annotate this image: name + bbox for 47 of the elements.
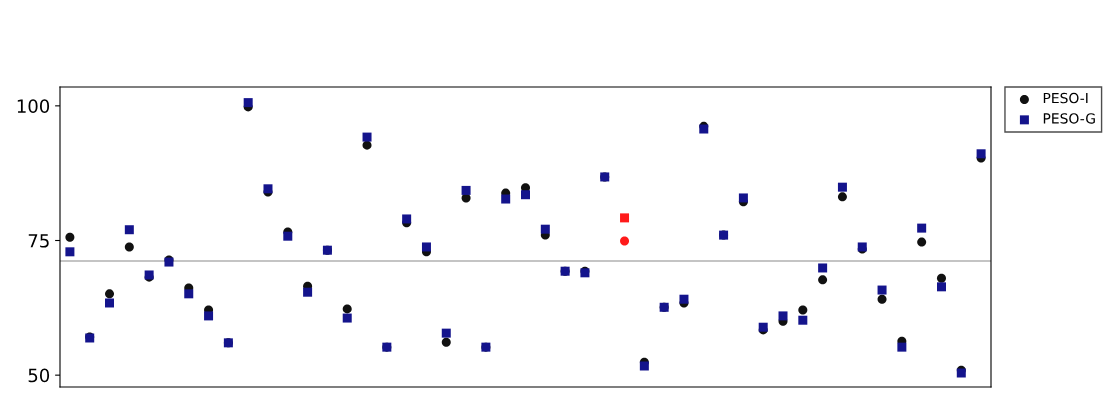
point (679, 294, 689, 304)
point (917, 237, 927, 247)
point (837, 182, 847, 192)
point (105, 289, 115, 299)
point (342, 304, 352, 314)
point (837, 192, 847, 202)
point (936, 282, 946, 292)
point (65, 247, 75, 257)
point (798, 305, 808, 315)
point (362, 132, 372, 142)
point (303, 287, 313, 297)
y-tick-label: 75 (28, 234, 49, 248)
legend-label: PESO-I (1043, 92, 1088, 104)
point (204, 311, 214, 321)
point (639, 361, 649, 371)
point (540, 224, 550, 234)
point (897, 342, 907, 352)
point (936, 273, 946, 283)
legend-label: PESO-G (1043, 113, 1095, 124)
point (917, 223, 927, 233)
point (976, 149, 986, 159)
point (243, 98, 253, 108)
point (738, 193, 748, 203)
point (105, 298, 115, 308)
point (65, 232, 75, 242)
y-tick-label: 50 (28, 368, 50, 383)
point (877, 285, 887, 295)
point (818, 263, 828, 273)
point (184, 289, 194, 299)
point (501, 194, 511, 204)
point (441, 337, 451, 347)
point (778, 311, 788, 321)
point (877, 294, 887, 304)
point (521, 190, 530, 200)
point (402, 214, 412, 224)
point (421, 242, 431, 252)
point (818, 275, 828, 285)
point (283, 231, 293, 241)
point (441, 328, 451, 338)
point (798, 315, 808, 325)
point (124, 242, 134, 252)
point (620, 213, 630, 223)
point (620, 236, 630, 246)
point (461, 185, 471, 195)
y-tick-label: 100 (17, 99, 50, 113)
point (124, 225, 134, 235)
point (342, 313, 352, 323)
